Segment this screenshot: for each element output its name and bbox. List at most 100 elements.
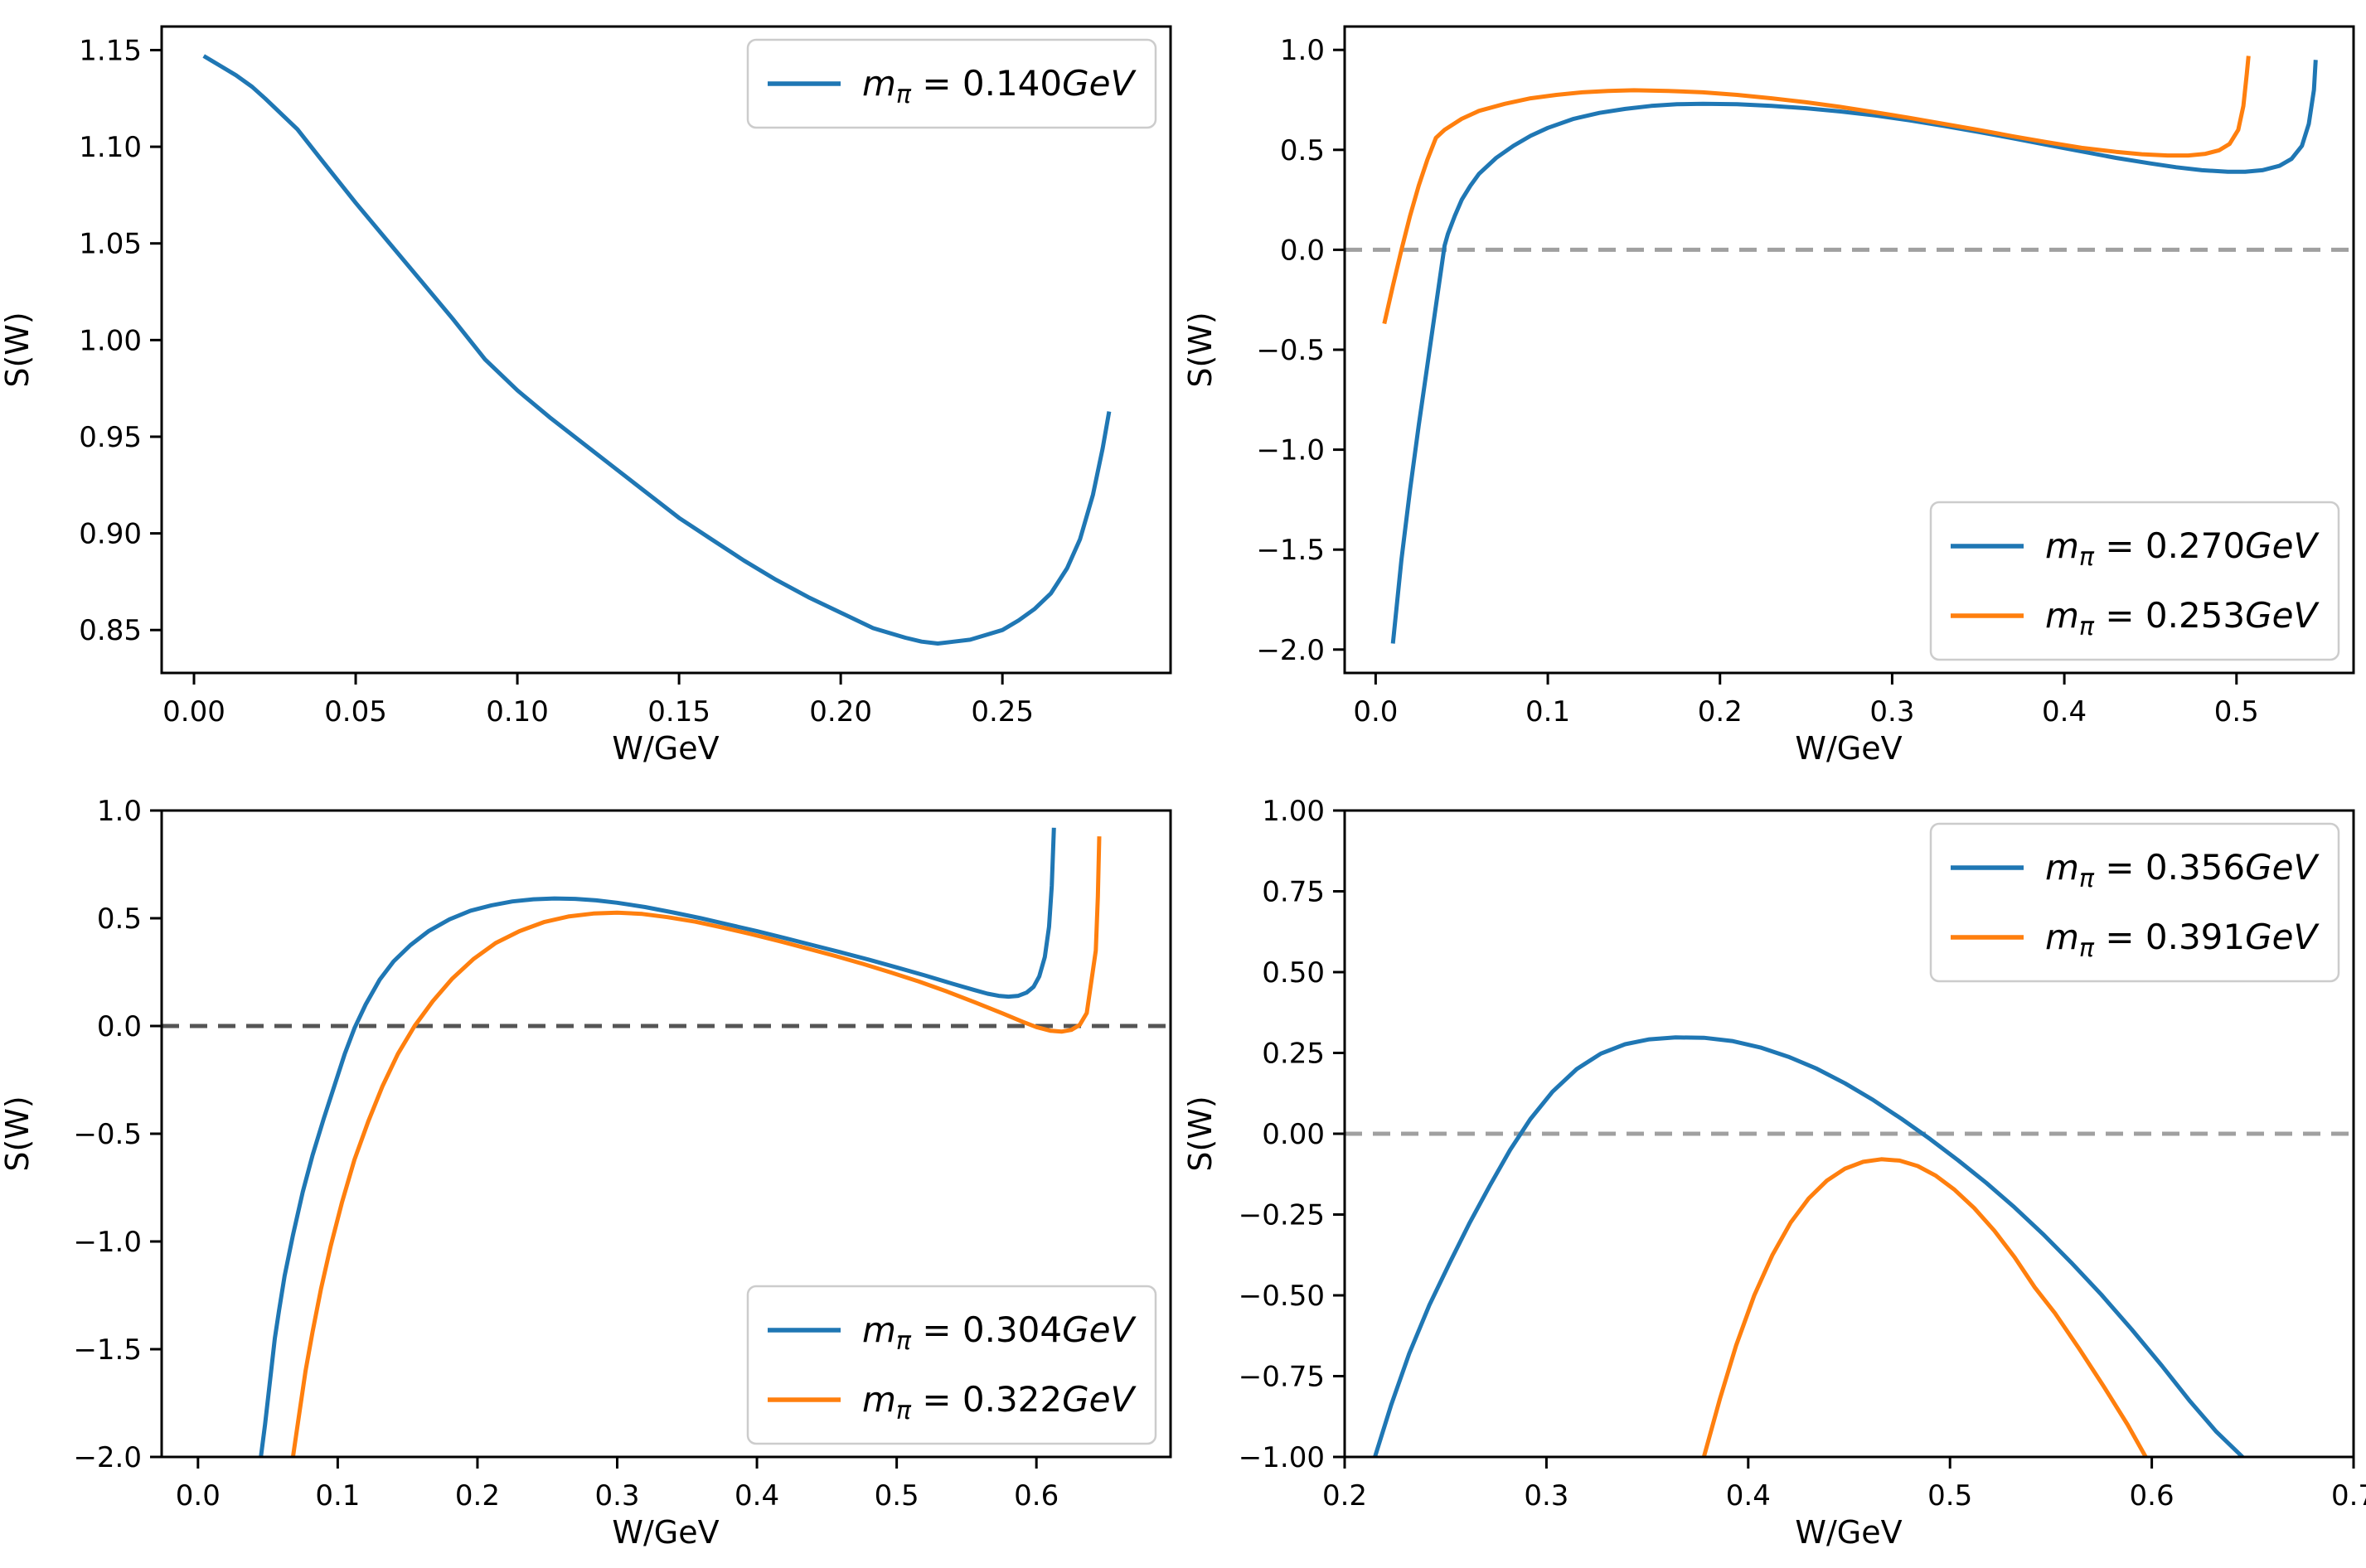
plot-area: 0.0 0.1 0.2 0.3 0.4 0.5 0.6 −2.0 −1.5 −1.0 −0.5 0.0…	[73, 795, 1172, 1512]
x-tick-label: 0.05	[324, 695, 387, 728]
legend-label: mπ = 0.391GeV	[2045, 917, 2320, 963]
panel-bottom-right: 0.2 0.3 0.4 0.5 0.6 0.7 −1.00 −0.75 −0.50 −0.25 0.…	[1183, 784, 2366, 1568]
y-tick-label: 1.00	[79, 324, 142, 357]
x-axis-label: W/GeV	[612, 1514, 719, 1551]
chart-bottom-right: 0.2 0.3 0.4 0.5 0.6 0.7 −1.00 −0.75 −0.50 −0.25 0.…	[1183, 795, 2366, 1551]
y-tick-label: 0.5	[97, 903, 142, 936]
x-tick-label: 0.2	[1322, 1479, 1367, 1512]
x-tick-label: 0.5	[2214, 695, 2259, 728]
x-tick-label: 0.15	[647, 695, 710, 728]
legend: mπ = 0.356GeV mπ = 0.391GeV	[1929, 822, 2340, 983]
x-tick-label: 0.5	[1927, 1479, 1972, 1512]
y-tick-label: −1.00	[1239, 1441, 1325, 1474]
x-axis-label: W/GeV	[1795, 730, 1902, 767]
legend-box	[746, 38, 1157, 129]
x-tick-label: 0.4	[735, 1479, 779, 1512]
y-tick-label: −2.0	[73, 1441, 142, 1474]
y-tick-label: −0.5	[73, 1118, 142, 1151]
y-tick-label: −0.50	[1239, 1280, 1325, 1313]
x-tick-label: 0.3	[594, 1479, 639, 1512]
y-tick-label: 1.10	[79, 131, 142, 164]
legend: mπ = 0.270GeV mπ = 0.253GeV	[1929, 501, 2340, 661]
legend: mπ = 0.140GeV	[746, 38, 1157, 129]
series-curve	[290, 836, 1102, 1457]
y-tick-label: −0.5	[1256, 334, 1325, 367]
legend-label: mπ = 0.304GeV	[862, 1309, 1137, 1356]
plot-area: 0.2 0.3 0.4 0.5 0.6 0.7 −1.00 −0.75 −0.50 −0.25 0.…	[1239, 795, 2366, 1512]
y-tick-label: 0.0	[1280, 234, 1325, 267]
y-tick-label: −0.25	[1239, 1199, 1325, 1232]
x-tick-label: 0.7	[2331, 1479, 2366, 1512]
legend-box	[1929, 501, 2340, 661]
y-axis-label: S(W)	[0, 1096, 36, 1171]
y-tick-label: 0.25	[1262, 1038, 1325, 1071]
y-tick-label: 0.00	[1262, 1118, 1325, 1151]
x-tick-label: 0.2	[1698, 695, 1743, 728]
x-tick-label: 0.00	[162, 695, 225, 728]
y-axis-label: S(W)	[1183, 312, 1219, 387]
x-tick-label: 0.1	[1525, 695, 1570, 728]
y-tick-label: −1.0	[73, 1226, 142, 1259]
plot-area: 0.00 0.05 0.10 0.15 0.20 0.25 0.85 0.90 0.95 1.00…	[79, 25, 1172, 728]
series-curve	[259, 827, 1056, 1457]
x-tick-label: 0.1	[315, 1479, 360, 1512]
legend-label: mπ = 0.253GeV	[2045, 595, 2320, 641]
y-tick-label: 0.85	[79, 614, 142, 647]
y-tick-label: 0.75	[1262, 876, 1325, 909]
series-curve	[1382, 56, 2251, 325]
y-tick-label: 1.15	[79, 34, 142, 67]
chart-bottom-left: 0.0 0.1 0.2 0.3 0.4 0.5 0.6 −2.0 −1.5 −1.0 −0.5 0.0…	[0, 795, 1172, 1551]
series-group	[1373, 1035, 2244, 1457]
x-tick-label: 0.6	[2130, 1479, 2174, 1512]
y-tick-label: 0.50	[1262, 956, 1325, 990]
legend-box	[1929, 822, 2340, 983]
x-tick-label: 0.6	[1014, 1479, 1059, 1512]
plot-border	[160, 25, 1172, 675]
series-curve	[202, 54, 1112, 646]
legend-label: mπ = 0.356GeV	[2045, 847, 2320, 893]
panel-bottom-left: 0.0 0.1 0.2 0.3 0.4 0.5 0.6 −2.0 −1.5 −1.0 −0.5 0.0…	[0, 784, 1183, 1568]
legend: mπ = 0.304GeV mπ = 0.322GeV	[746, 1285, 1157, 1445]
x-tick-label: 0.3	[1524, 1479, 1568, 1512]
y-tick-label: −2.0	[1256, 634, 1325, 667]
x-tick-label: 0.25	[971, 695, 1034, 728]
x-tick-label: 0.3	[1869, 695, 1914, 728]
y-tick-label: −1.0	[1256, 434, 1325, 467]
chart-top-left: 0.00 0.05 0.10 0.15 0.20 0.25 0.85 0.90 0.95 1.00…	[0, 25, 1172, 767]
x-tick-label: 0.0	[1353, 695, 1398, 728]
y-tick-label: −0.75	[1239, 1361, 1325, 1394]
plot-area: 0.0 0.1 0.2 0.3 0.4 0.5 −2.0 −1.5 −1.0 −0.5 0.0 0.5…	[1256, 25, 2355, 728]
x-axis-label: W/GeV	[1795, 1514, 1902, 1551]
y-axis-label: S(W)	[0, 312, 36, 387]
x-tick-label: 0.10	[486, 695, 549, 728]
legend-label: mπ = 0.322GeV	[862, 1379, 1137, 1425]
y-tick-label: −1.5	[73, 1333, 142, 1367]
y-tick-label: 0.95	[79, 421, 142, 454]
series-group	[1382, 56, 2318, 644]
y-axis-label: S(W)	[1183, 1096, 1219, 1171]
y-tick-label: 1.0	[1280, 34, 1325, 67]
series-curve	[1701, 1157, 2148, 1457]
legend-label: mπ = 0.270GeV	[2045, 525, 2320, 572]
legend-box	[746, 1285, 1157, 1445]
series-group	[259, 827, 1102, 1457]
y-tick-label: 0.0	[97, 1010, 142, 1043]
y-tick-label: −1.5	[1256, 534, 1325, 567]
y-tick-label: 0.90	[79, 518, 142, 551]
x-tick-label: 0.4	[1726, 1479, 1771, 1512]
series-curve	[1373, 1035, 2244, 1457]
panel-top-right: 0.0 0.1 0.2 0.3 0.4 0.5 −2.0 −1.5 −1.0 −0.5 0.0 0.5…	[1183, 0, 2366, 784]
chart-top-right: 0.0 0.1 0.2 0.3 0.4 0.5 −2.0 −1.5 −1.0 −0.5 0.0 0.5…	[1183, 25, 2355, 767]
y-tick-label: 1.05	[79, 228, 142, 261]
y-tick-label: 1.00	[1262, 795, 1325, 828]
panel-top-left: 0.00 0.05 0.10 0.15 0.20 0.25 0.85 0.90 0.95 1.00…	[0, 0, 1183, 784]
x-tick-label: 0.2	[455, 1479, 500, 1512]
x-tick-label: 0.5	[875, 1479, 919, 1512]
x-axis-label: W/GeV	[612, 730, 719, 767]
legend-label: mπ = 0.140GeV	[862, 63, 1137, 109]
series-curve	[1390, 60, 2318, 644]
y-tick-label: 0.5	[1280, 134, 1325, 167]
series-group	[202, 54, 1112, 646]
y-tick-label: 1.0	[97, 795, 142, 828]
